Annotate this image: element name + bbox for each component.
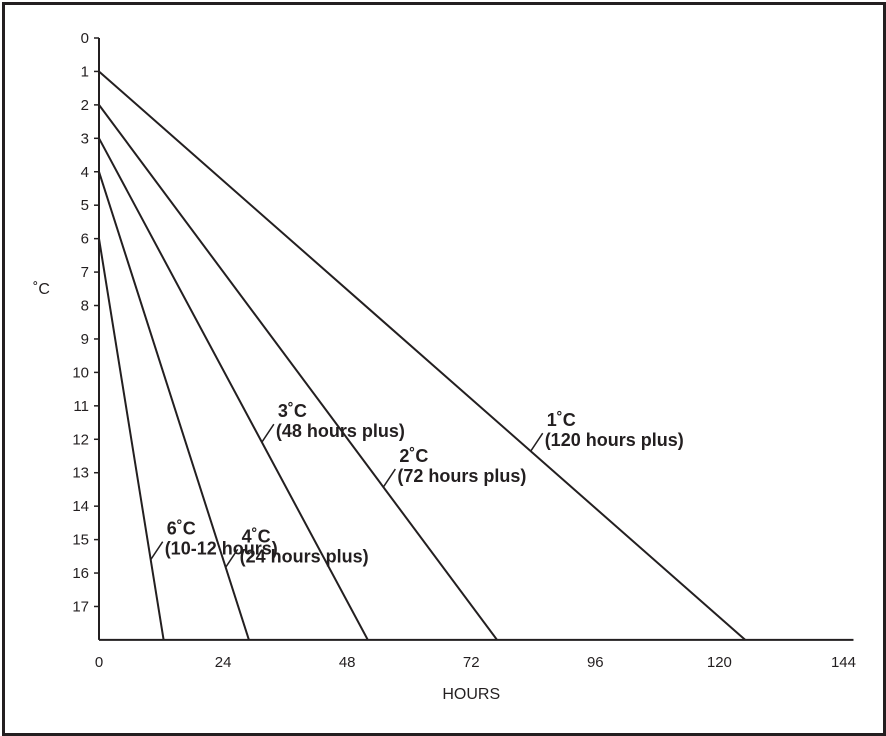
x-tick-label: 120	[707, 654, 732, 671]
y-tick-label: 11	[73, 398, 89, 415]
y-tick-label: 0	[81, 30, 89, 47]
series-duration-label: (48 hours plus)	[276, 421, 405, 441]
series-line	[98, 137, 369, 641]
y-tick-label: 15	[72, 532, 89, 549]
leader-line	[530, 432, 544, 452]
leader-line	[261, 423, 275, 443]
leader-line	[225, 548, 239, 568]
y-tick-label: 8	[81, 298, 89, 315]
y-tick-label: 9	[81, 331, 89, 348]
series-line	[98, 171, 250, 641]
y-tick-label: 14	[72, 498, 89, 515]
leader-line	[150, 541, 164, 561]
series-lines	[98, 70, 746, 641]
y-tick-label: 5	[81, 197, 89, 214]
series-temp-label: 2˚C	[399, 446, 428, 466]
y-tick-label: 13	[72, 465, 89, 482]
y-tick-label: 10	[72, 364, 89, 381]
series-duration-label: (120 hours plus)	[545, 430, 684, 450]
series-duration-label: (10-12 hours)	[165, 539, 278, 559]
series-line	[98, 238, 165, 641]
series-temp-label: 6˚C	[167, 519, 196, 539]
y-tick-label: 17	[72, 598, 89, 615]
y-tick-label: 2	[81, 97, 89, 114]
x-tick-label: 48	[339, 654, 356, 671]
y-axis-title: ˚C	[33, 281, 50, 298]
y-tick-label: 3	[81, 130, 89, 147]
x-tick-label: 0	[95, 654, 103, 671]
x-tick-label: 24	[215, 654, 232, 671]
x-tick-label: 96	[587, 654, 604, 671]
series-line	[98, 104, 498, 641]
y-tick-label: 7	[81, 264, 89, 281]
x-axis-title: HOURS	[442, 686, 500, 703]
series-temp-label: 4˚C	[242, 526, 271, 546]
series-labels: 1˚C(120 hours plus) 2˚C(72 hours plus) 3˚C…	[150, 401, 684, 568]
y-tick-label: 6	[81, 231, 89, 248]
x-tick-label: 72	[463, 654, 480, 671]
leader-line	[382, 468, 396, 488]
series-line	[98, 70, 746, 641]
series-duration-label: (72 hours plus)	[397, 466, 526, 486]
y-tick-label: 4	[81, 164, 89, 181]
x-tick-label: 144	[831, 654, 856, 671]
series-duration-label: (24 hours plus)	[240, 546, 369, 566]
y-tick-label: 16	[72, 565, 89, 582]
series-temp-label: 1˚C	[547, 410, 576, 430]
series-temp-label: 3˚C	[278, 401, 307, 421]
y-tick-label: 1	[81, 63, 89, 80]
y-tick-label: 12	[72, 431, 89, 448]
